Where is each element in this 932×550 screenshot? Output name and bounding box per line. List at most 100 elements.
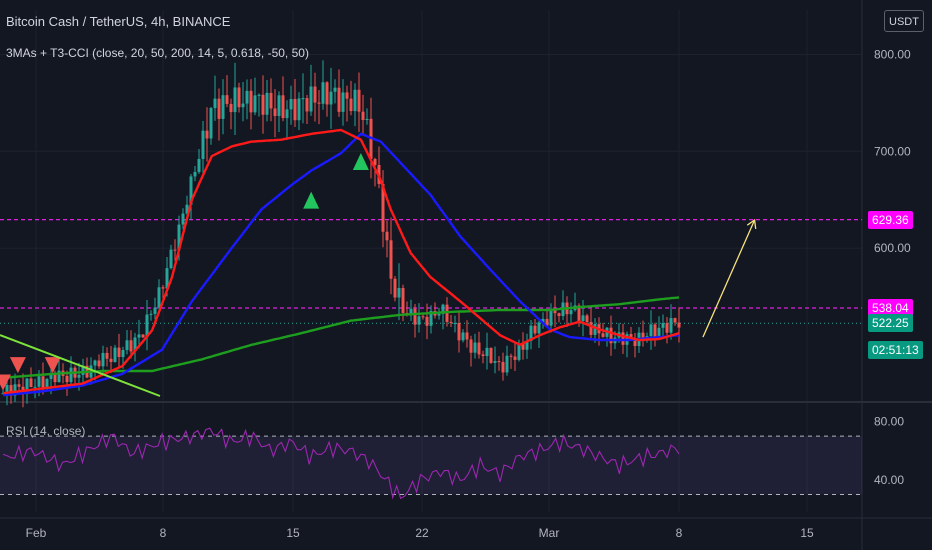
candle-96 [385, 220, 389, 258]
candle-130 [521, 332, 525, 360]
rsi-panel [0, 427, 862, 500]
arrow-head [746, 218, 757, 230]
time-tick-2: 15 [286, 526, 300, 540]
rsi-band [0, 436, 862, 495]
candle-163 [653, 322, 657, 347]
candle-117 [469, 335, 473, 367]
price-tick-1: 700.00 [874, 144, 911, 158]
candle-51 [205, 107, 209, 162]
candle-105 [421, 314, 425, 320]
candle-42 [169, 244, 173, 270]
candle-165 [661, 314, 665, 338]
candle-94 [377, 146, 381, 189]
candle-166 [665, 316, 669, 344]
buy-marker-0 [303, 191, 320, 209]
candle-28 [113, 344, 117, 363]
candle-18 [73, 365, 77, 384]
candle-93 [373, 157, 377, 187]
currency-button[interactable]: USDT [884, 10, 924, 32]
candlesticks [1, 60, 681, 408]
candle-98 [393, 276, 397, 302]
ma-20-line [2, 128, 680, 395]
candle-131 [525, 333, 529, 359]
buy-marker-1 [352, 152, 369, 170]
price-tick-0: 800.00 [874, 48, 911, 62]
candle-75 [301, 73, 305, 124]
candle-127 [509, 353, 513, 369]
candle-104 [417, 303, 421, 333]
candle-3 [13, 373, 17, 402]
time-tick-6: 15 [800, 526, 814, 540]
price-tag-3: 02:51:13 [868, 341, 923, 360]
candle-140 [561, 290, 565, 321]
candle-151 [605, 327, 609, 347]
candle-70 [281, 76, 285, 122]
candle-158 [633, 332, 637, 358]
candle-156 [625, 331, 629, 358]
candle-116 [465, 320, 469, 348]
candle-16 [65, 370, 69, 396]
candle-135 [541, 312, 545, 329]
candle-82 [329, 67, 333, 129]
candle-124 [497, 356, 501, 371]
candle-137 [549, 303, 553, 333]
candle-29 [117, 333, 121, 369]
candle-123 [493, 346, 497, 374]
rsi-legend[interactable]: RSI (14, close) [6, 424, 86, 438]
indicator-legend[interactable]: 3MAs + T3-CCI (close, 20, 50, 200, 14, 5… [6, 46, 309, 60]
candle-103 [413, 303, 417, 338]
sell-marker-0 [0, 374, 11, 391]
candle-160 [641, 320, 645, 347]
candle-128 [513, 343, 517, 372]
candle-136 [545, 309, 549, 328]
candle-67 [269, 78, 273, 122]
rsi-tick-1: 40.00 [874, 473, 904, 487]
candle-26 [105, 347, 109, 367]
candle-24 [97, 354, 101, 369]
candle-72 [289, 85, 293, 125]
candle-36 [145, 299, 149, 351]
candle-71 [285, 100, 289, 140]
candle-118 [473, 333, 477, 359]
candle-86 [345, 85, 349, 122]
candle-73 [293, 79, 297, 127]
candle-62 [249, 79, 253, 130]
arrow-shaft [702, 219, 756, 338]
candle-134 [537, 320, 541, 348]
candle-87 [349, 80, 353, 116]
candle-45 [181, 208, 185, 230]
candle-142 [569, 302, 573, 324]
candle-32 [129, 330, 133, 359]
trendline [0, 334, 161, 397]
candle-4 [17, 379, 21, 392]
price-tick-2: 600.00 [874, 241, 911, 255]
candle-122 [489, 347, 493, 364]
candle-162 [649, 310, 653, 350]
candle-34 [137, 319, 141, 349]
candle-84 [337, 69, 341, 117]
candle-56 [225, 75, 229, 108]
rsi-line [2, 427, 680, 500]
candle-11 [45, 377, 49, 392]
candle-43 [173, 239, 177, 261]
candle-168 [673, 317, 677, 326]
candle-115 [461, 329, 465, 343]
candle-132 [529, 319, 533, 350]
time-tick-0: Feb [26, 526, 47, 540]
candle-57 [229, 98, 233, 130]
time-tick-3: 22 [415, 526, 429, 540]
time-tick-5: 8 [676, 526, 683, 540]
candle-113 [453, 315, 457, 333]
candle-164 [657, 316, 661, 338]
candle-52 [209, 106, 213, 145]
candle-108 [433, 302, 437, 319]
candle-69 [277, 91, 281, 132]
candle-65 [261, 75, 265, 134]
candle-66 [265, 80, 269, 122]
candle-33 [133, 332, 137, 362]
candle-119 [477, 331, 481, 359]
projection-arrow [702, 218, 757, 338]
time-tick-1: 8 [160, 526, 167, 540]
